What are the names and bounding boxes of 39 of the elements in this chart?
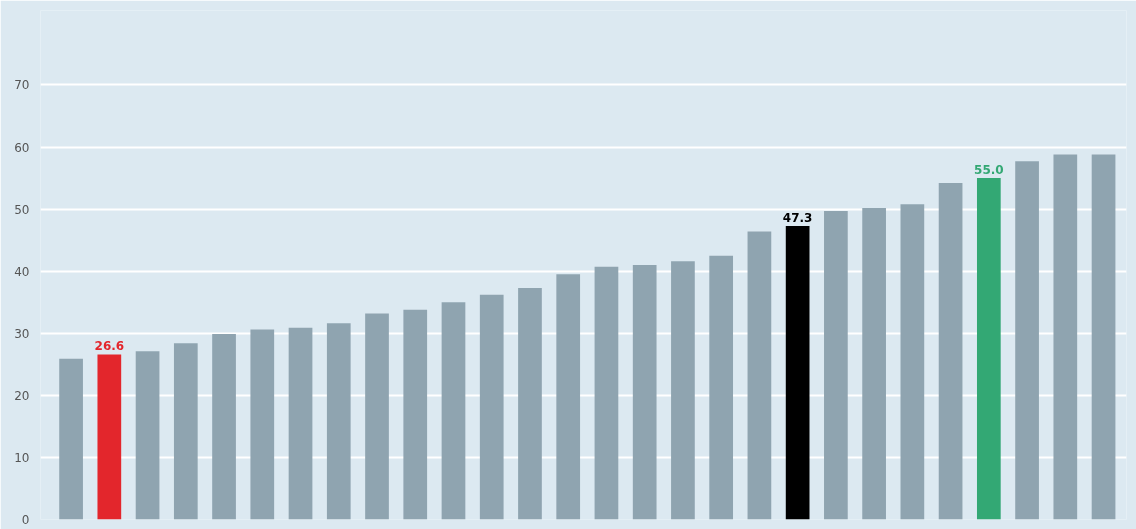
y-tick-label: 10 [14, 450, 30, 465]
bar [1091, 154, 1116, 520]
bar [288, 327, 313, 520]
bar [441, 302, 466, 520]
bar [479, 294, 504, 520]
bar [900, 204, 925, 520]
bar [403, 309, 428, 520]
bar [518, 287, 542, 520]
bar [250, 329, 275, 520]
bar [556, 274, 581, 520]
bar [365, 313, 389, 520]
y-tick-label: 30 [14, 326, 30, 341]
bar [59, 358, 83, 520]
bar [632, 265, 657, 520]
bar [135, 351, 160, 520]
y-tick-label: 70 [14, 78, 30, 93]
bar [212, 333, 236, 520]
bar [97, 354, 122, 520]
bar [709, 255, 734, 520]
y-tick-label: 60 [14, 140, 30, 155]
bar [824, 211, 848, 520]
bar [785, 225, 810, 520]
bar [594, 266, 619, 520]
bar [862, 207, 886, 520]
data-label: 47.3 [782, 210, 813, 225]
bar [326, 323, 351, 520]
bar [938, 183, 963, 520]
data-label: 55.0 [974, 163, 1004, 178]
y-tick-label: 50 [14, 202, 30, 217]
data-label: 26.6 [94, 339, 125, 354]
bar [173, 343, 198, 520]
bar [747, 231, 772, 520]
y-tick-label: 40 [14, 264, 30, 279]
bar [976, 178, 1001, 520]
bar [1053, 154, 1078, 520]
y-tick-label: 20 [14, 388, 30, 403]
y-tick-label: 0 [21, 513, 30, 527]
bar [671, 261, 695, 520]
bar [1015, 161, 1039, 520]
